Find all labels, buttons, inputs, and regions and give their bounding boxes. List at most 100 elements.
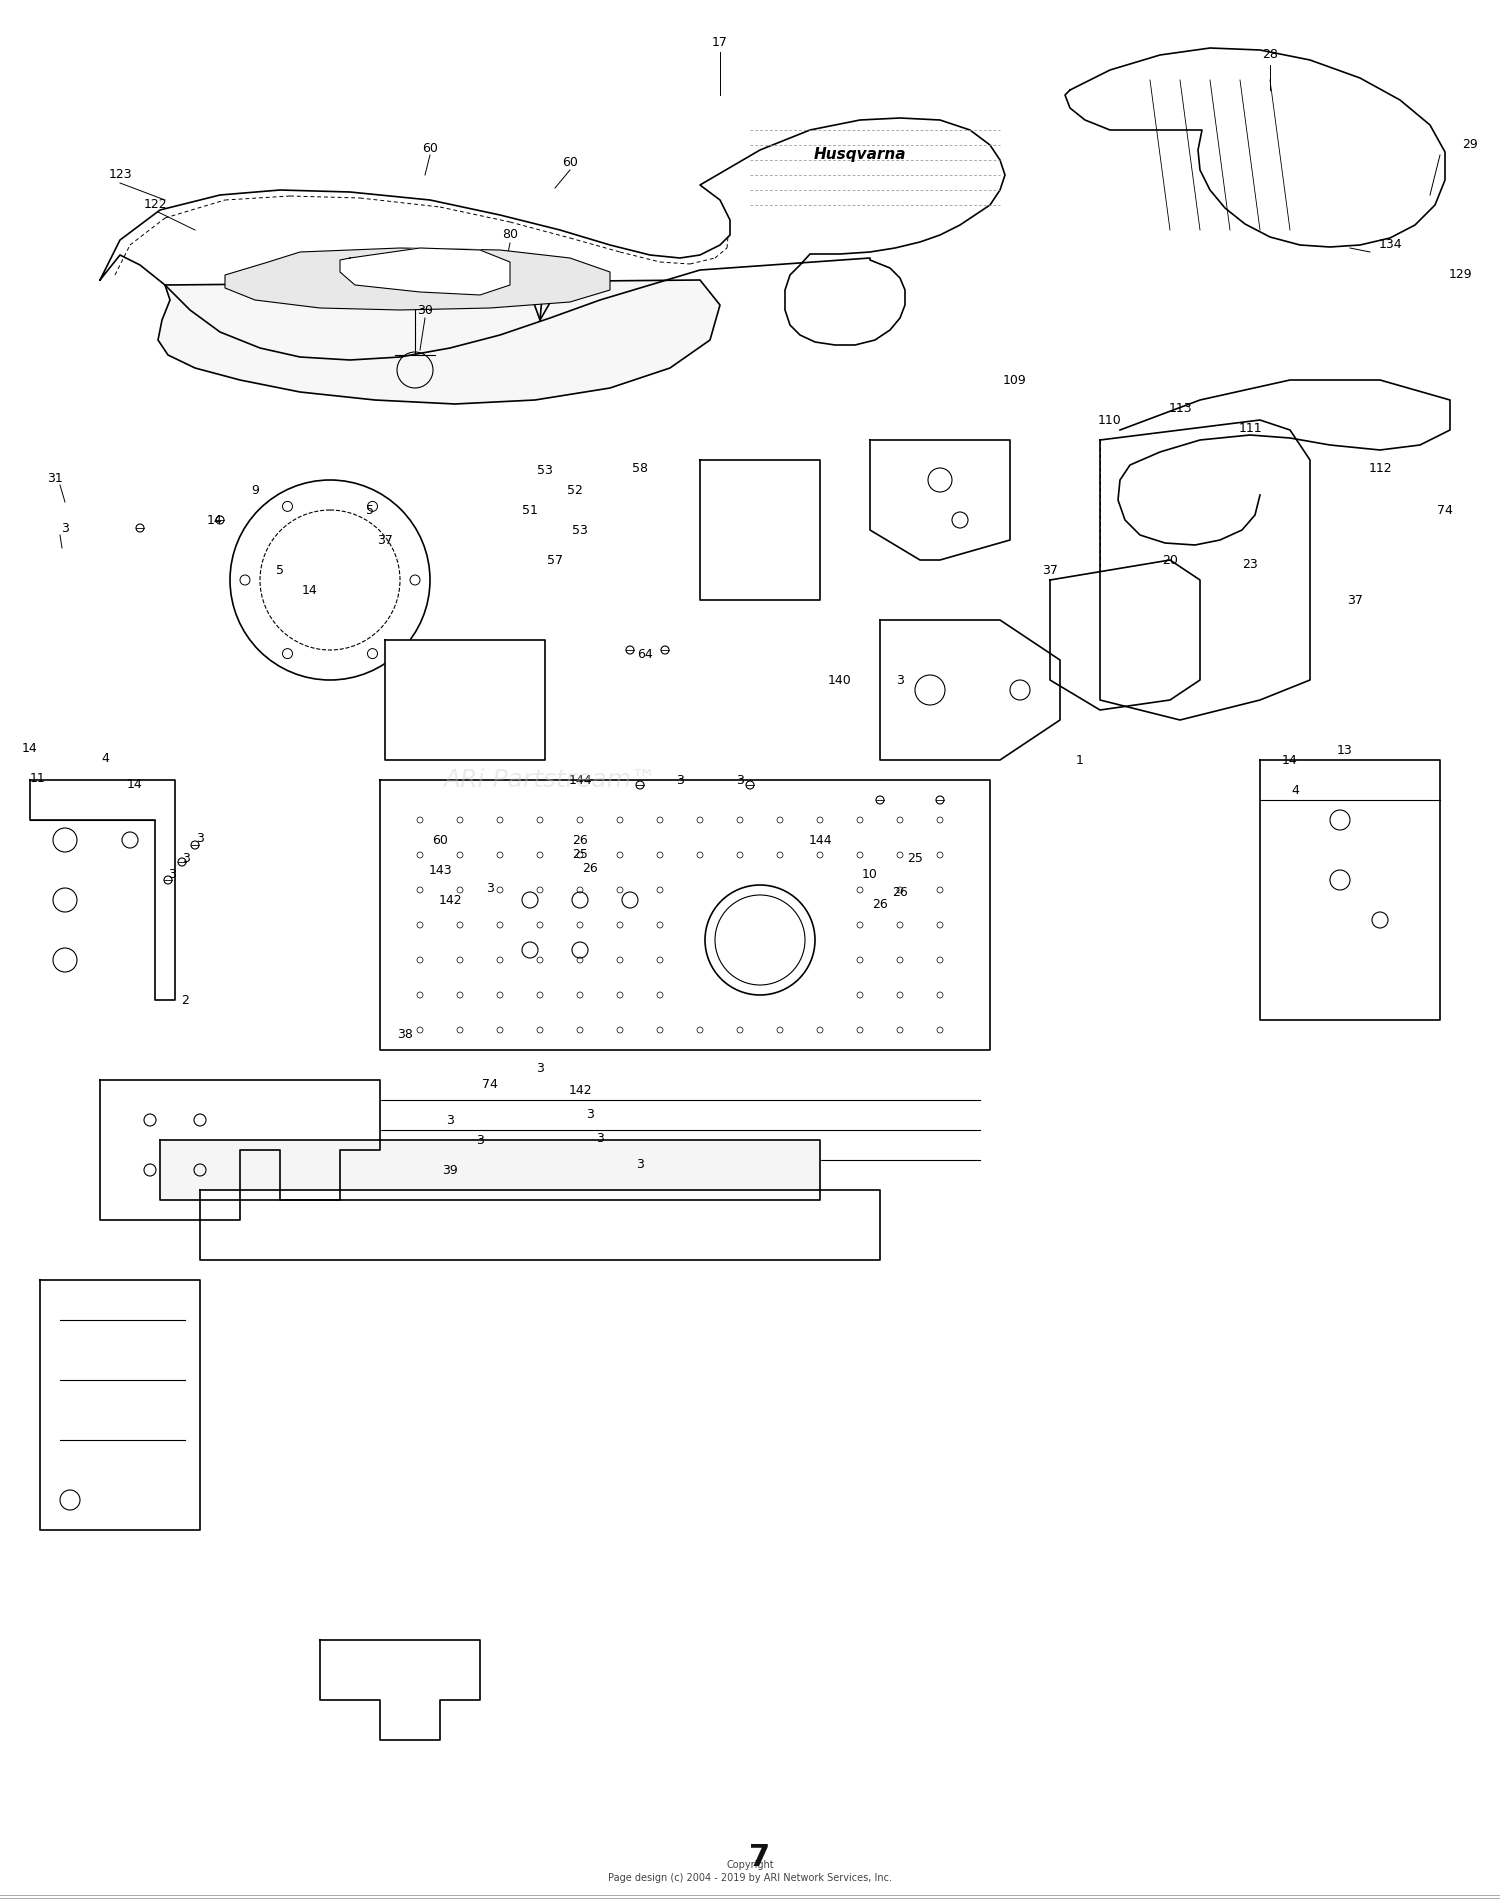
Text: 26: 26 <box>892 886 908 899</box>
Polygon shape <box>870 439 1010 561</box>
Text: 9: 9 <box>251 483 260 496</box>
Polygon shape <box>386 641 544 760</box>
Text: 3: 3 <box>182 852 190 865</box>
Text: 3: 3 <box>676 774 684 787</box>
Text: 10: 10 <box>862 869 877 882</box>
Text: 122: 122 <box>142 198 166 211</box>
Text: 3: 3 <box>476 1133 484 1146</box>
Text: 26: 26 <box>871 899 888 911</box>
Text: 3: 3 <box>636 1158 644 1171</box>
Text: 28: 28 <box>1262 49 1278 61</box>
Text: 1: 1 <box>1076 753 1084 766</box>
Polygon shape <box>100 1080 380 1220</box>
Text: 58: 58 <box>632 462 648 475</box>
Text: Page design (c) 2004 - 2019 by ARI Network Services, Inc.: Page design (c) 2004 - 2019 by ARI Netwo… <box>608 1872 892 1884</box>
Text: 134: 134 <box>1378 238 1402 251</box>
Text: 3: 3 <box>196 831 204 844</box>
Polygon shape <box>1050 561 1200 709</box>
Text: 112: 112 <box>1368 462 1392 475</box>
Text: 144: 144 <box>568 774 592 787</box>
Text: 144: 144 <box>808 833 832 846</box>
Text: 3: 3 <box>486 882 494 895</box>
Text: 60: 60 <box>432 833 448 846</box>
Text: 11: 11 <box>30 772 46 785</box>
Text: 51: 51 <box>522 504 538 517</box>
Text: 53: 53 <box>572 523 588 536</box>
Polygon shape <box>1100 420 1310 720</box>
Polygon shape <box>158 279 720 405</box>
Polygon shape <box>200 1190 880 1260</box>
Text: 25: 25 <box>908 852 922 865</box>
Polygon shape <box>225 247 610 310</box>
Text: 14: 14 <box>128 779 142 791</box>
Text: 60: 60 <box>562 156 578 169</box>
Text: 113: 113 <box>1168 401 1192 414</box>
Text: 3: 3 <box>62 521 69 534</box>
Text: 23: 23 <box>1242 559 1258 572</box>
Text: 60: 60 <box>422 141 438 154</box>
Text: 52: 52 <box>567 483 584 496</box>
Text: 3: 3 <box>736 774 744 787</box>
Text: 123: 123 <box>108 169 132 181</box>
Text: 14: 14 <box>302 584 318 597</box>
Text: 31: 31 <box>46 471 63 485</box>
Text: 143: 143 <box>427 863 451 876</box>
Text: Husqvarna: Husqvarna <box>813 148 906 162</box>
Polygon shape <box>380 779 990 1049</box>
Polygon shape <box>1260 760 1440 1021</box>
Text: 39: 39 <box>442 1163 458 1177</box>
Polygon shape <box>100 118 1005 359</box>
Text: 3: 3 <box>536 1061 544 1074</box>
Text: 26: 26 <box>572 833 588 846</box>
Text: 3: 3 <box>586 1108 594 1122</box>
Text: 111: 111 <box>1238 422 1262 435</box>
Text: 25: 25 <box>572 848 588 861</box>
Polygon shape <box>880 620 1060 760</box>
Text: 4: 4 <box>1292 783 1299 797</box>
Text: 2: 2 <box>182 994 189 1006</box>
Text: 5: 5 <box>276 563 284 576</box>
Polygon shape <box>40 1279 200 1530</box>
Text: 64: 64 <box>638 648 652 662</box>
Text: 29: 29 <box>1462 139 1478 152</box>
Polygon shape <box>700 460 820 601</box>
Text: 5: 5 <box>366 504 374 517</box>
Text: 109: 109 <box>1004 373 1028 386</box>
Text: 13: 13 <box>1336 743 1353 757</box>
Text: 14: 14 <box>207 513 224 527</box>
Text: 7: 7 <box>750 1844 771 1872</box>
Text: 53: 53 <box>537 464 554 477</box>
Text: ARi Partstream™: ARi Partstream™ <box>444 768 657 793</box>
Text: 110: 110 <box>1098 414 1122 426</box>
Text: 142: 142 <box>568 1084 592 1097</box>
Text: 37: 37 <box>1347 593 1364 606</box>
Circle shape <box>230 479 430 681</box>
Text: 74: 74 <box>1437 504 1454 517</box>
Text: 3: 3 <box>446 1114 454 1127</box>
Text: 26: 26 <box>582 861 598 874</box>
Text: 37: 37 <box>1042 563 1058 576</box>
Text: Copyright: Copyright <box>726 1859 774 1871</box>
Polygon shape <box>1065 48 1444 247</box>
Text: 37: 37 <box>376 534 393 546</box>
Text: 20: 20 <box>1162 553 1178 566</box>
Polygon shape <box>30 779 176 1000</box>
Polygon shape <box>1118 380 1450 546</box>
Text: 140: 140 <box>828 673 852 686</box>
Text: 80: 80 <box>503 228 518 241</box>
Text: 129: 129 <box>1448 268 1472 281</box>
Text: 17: 17 <box>712 36 728 49</box>
Text: 30: 30 <box>417 304 434 316</box>
Text: 3: 3 <box>896 673 904 686</box>
Text: 4: 4 <box>100 751 109 764</box>
Text: 142: 142 <box>438 893 462 907</box>
Polygon shape <box>320 1641 480 1739</box>
Text: 14: 14 <box>1282 753 1298 766</box>
Polygon shape <box>160 1141 821 1200</box>
Text: 38: 38 <box>398 1028 412 1042</box>
Polygon shape <box>340 247 510 295</box>
Text: 3: 3 <box>168 869 176 882</box>
Text: 14: 14 <box>22 741 38 755</box>
Text: 74: 74 <box>482 1078 498 1091</box>
Text: 57: 57 <box>548 553 562 566</box>
